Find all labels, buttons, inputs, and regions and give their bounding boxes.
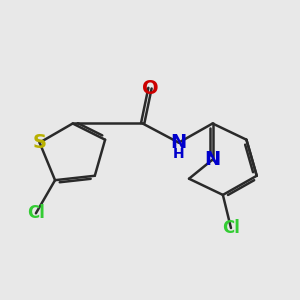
- Text: N: N: [171, 133, 187, 152]
- Text: S: S: [33, 133, 46, 152]
- Text: Cl: Cl: [27, 204, 45, 222]
- Text: N: N: [204, 150, 221, 169]
- Text: O: O: [142, 79, 158, 98]
- Text: H: H: [173, 147, 184, 161]
- Text: Cl: Cl: [222, 219, 240, 237]
